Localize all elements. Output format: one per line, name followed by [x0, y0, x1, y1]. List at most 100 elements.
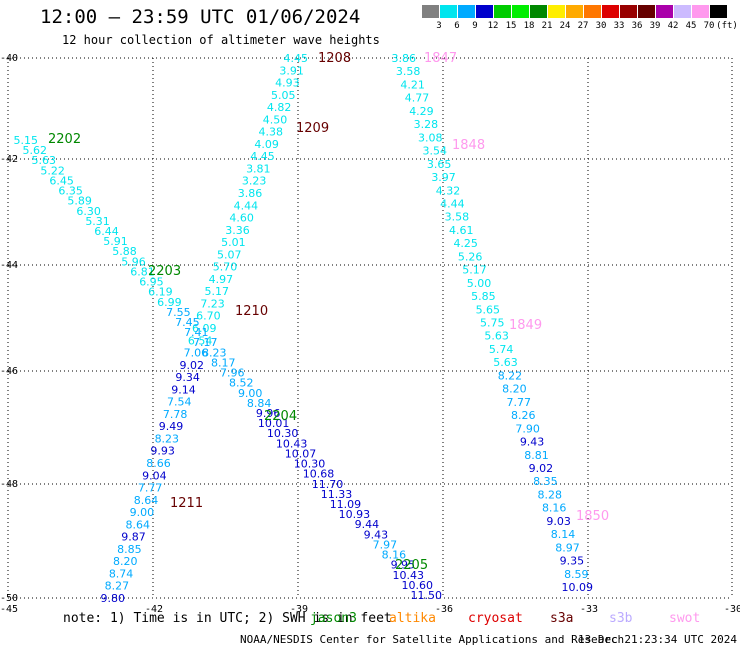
wave-height-value: 3.58	[445, 211, 470, 224]
pass-time-label: 1848	[452, 138, 485, 153]
y-tick-label: -48	[0, 479, 18, 490]
wave-height-value: 8.35	[533, 475, 558, 488]
wave-height-value: 5.22	[40, 164, 65, 177]
wave-height-value: 11.09	[330, 498, 362, 511]
wave-height-value: 6.45	[49, 174, 74, 187]
wave-height-value: 8.59	[564, 568, 589, 581]
wave-height-value: 6.70	[196, 310, 221, 323]
satellite-label-s3a: s3a	[550, 611, 574, 626]
wave-height-value: 5.85	[471, 290, 496, 303]
wave-height-value: 7.77	[507, 396, 532, 409]
wave-height-value: 9.87	[121, 531, 146, 544]
wave-height-value: 4.93	[275, 77, 300, 90]
legend-swatch	[494, 5, 512, 18]
wave-height-value: 8.66	[146, 457, 171, 470]
wave-height-value: 8.64	[134, 494, 159, 507]
wave-height-value: 8.20	[113, 555, 138, 568]
satellite-label-cryosat: cryosat	[468, 611, 523, 626]
wave-height-value: 4.77	[405, 92, 430, 105]
wave-height-value: 3.28	[414, 118, 439, 131]
wave-height-value: 5.63	[493, 356, 518, 369]
wave-height-value: 6.95	[139, 276, 164, 289]
pass-time-label: 2205	[395, 558, 428, 573]
legend-label: 12	[487, 21, 499, 31]
legend-swatch	[710, 5, 728, 18]
pass-time-label: 1849	[509, 318, 542, 333]
legend-swatch	[656, 5, 674, 18]
wave-height-value: 8.74	[109, 567, 134, 580]
wave-height-value: 8.84	[247, 397, 272, 410]
legend-label: 9	[472, 21, 478, 31]
y-tick-label: -40	[0, 53, 18, 64]
wave-height-value: 5.26	[458, 250, 483, 263]
legend-swatch	[512, 5, 530, 18]
wave-height-value: 8.16	[542, 502, 567, 515]
x-tick-label: -33	[580, 604, 598, 615]
wave-height-value: 7.78	[163, 408, 188, 421]
wave-height-value: 8.23	[155, 432, 180, 445]
wave-height-value: 4.97	[209, 273, 234, 286]
wave-height-value: 9.04	[142, 469, 167, 482]
y-tick-label: -44	[0, 260, 18, 271]
wave-height-value: 10.68	[303, 468, 335, 481]
wave-height-value: 4.09	[254, 138, 279, 151]
wave-height-value: 5.63	[484, 330, 509, 343]
wave-height-value: 10.93	[339, 508, 371, 521]
wave-height-value: 5.88	[112, 245, 137, 258]
legend-label: 70	[703, 21, 715, 31]
wave-height-value: 9.93	[150, 445, 175, 458]
wave-height-value: 3.86	[238, 187, 263, 200]
x-tick-label: -45	[0, 604, 18, 615]
wave-height-value: 6.19	[148, 286, 173, 299]
wave-height-value: 5.00	[467, 277, 492, 290]
wave-height-value: 7.77	[138, 482, 163, 495]
wave-height-value: 5.63	[31, 154, 56, 167]
wave-height-value: 5.91	[103, 235, 128, 248]
wave-height-value: 3.58	[396, 65, 421, 78]
wave-height-value: 4.61	[449, 224, 474, 237]
wave-height-value: 4.25	[453, 237, 478, 250]
legend-swatch	[638, 5, 656, 18]
wave-height-value: 3.36	[225, 224, 250, 237]
wave-height-value: 9.02	[180, 359, 205, 372]
pass-time-label: 1208	[318, 51, 351, 66]
legend-label: 33	[613, 21, 625, 31]
wave-height-value: 5.62	[22, 144, 47, 157]
wave-height-value: 4.29	[409, 105, 434, 118]
wave-height-value: 7.45	[175, 316, 200, 329]
wave-height-value: 11.33	[321, 488, 353, 501]
pass-time-label: 1211	[170, 496, 203, 511]
wave-height-value: 3.23	[242, 175, 267, 188]
y-tick-label: -46	[0, 366, 18, 377]
wave-height-value: 8.20	[502, 383, 527, 396]
y-tick-label: -42	[0, 154, 18, 165]
footer-note: note: 1) Time is in UTC; 2) SWH is in fe…	[63, 611, 392, 626]
legend-label: 27	[577, 21, 589, 31]
x-tick-label: -30	[724, 604, 740, 615]
legend-swatch	[566, 5, 584, 18]
legend-label: 24	[559, 21, 571, 31]
wave-height-value: 10.43	[276, 437, 308, 450]
wave-height-value: 8.64	[125, 518, 150, 531]
wave-height-value: 5.01	[221, 236, 246, 249]
wave-height-value: 6.81	[130, 265, 155, 278]
legend-label: 39	[649, 21, 661, 31]
wave-height-value: 11.70	[312, 478, 344, 491]
legend-label: 36	[631, 21, 643, 31]
pass-time-label: 2204	[264, 409, 297, 424]
wave-height-value: 9.14	[171, 383, 196, 396]
wave-height-value: 9.00	[130, 506, 155, 519]
x-tick-label: -42	[145, 604, 163, 615]
wave-height-value: 9.44	[355, 518, 380, 531]
wave-height-value: 10.30	[294, 458, 326, 471]
wave-height-value: 9.80	[101, 592, 126, 605]
wave-height-value: 7.90	[515, 422, 540, 435]
legend-label: 45	[685, 21, 697, 31]
satellite-label-swot: swot	[669, 611, 701, 626]
wave-height-value: 4.44	[234, 199, 259, 212]
wave-height-value: 10.01	[258, 417, 290, 430]
wave-height-value: 9.43	[520, 436, 545, 449]
wave-height-value: 9.03	[546, 515, 571, 528]
wave-height-value: 8.97	[555, 541, 580, 554]
